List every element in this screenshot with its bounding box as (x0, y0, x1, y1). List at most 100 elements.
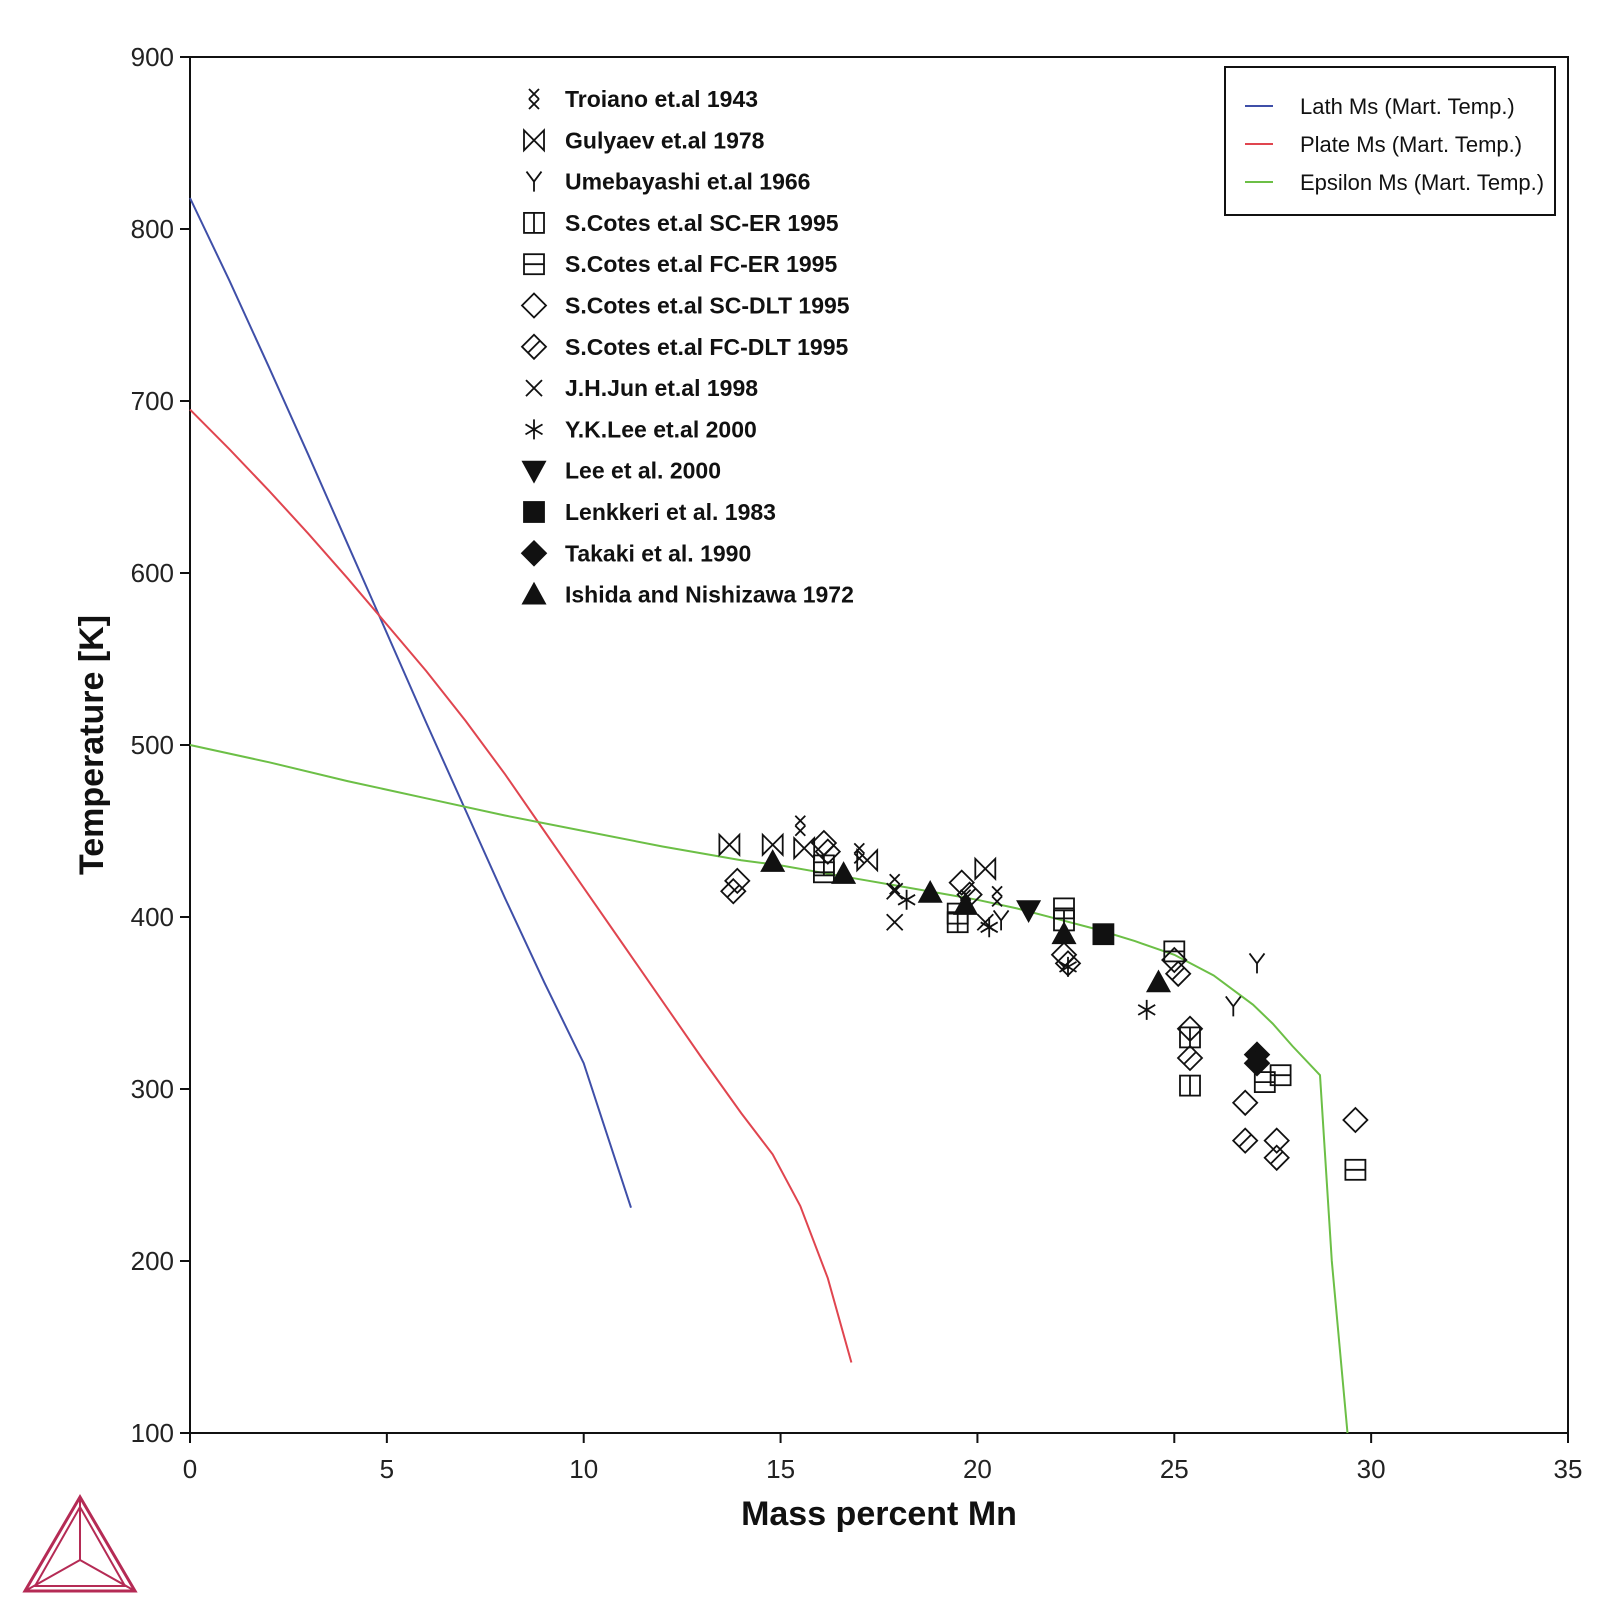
data-legend-marker-square-h (523, 253, 545, 276)
y-tick-label: 200 (131, 1246, 174, 1276)
data-point-square-h (1269, 1064, 1292, 1087)
data-legend-label: Troiano et.al 1943 (565, 86, 758, 112)
y-tick-label: 800 (131, 214, 174, 244)
y-tick-label: 100 (131, 1418, 174, 1448)
data-point-diamond-slash (720, 877, 747, 905)
y-tick-label: 400 (131, 902, 174, 932)
y-tick-label: 300 (131, 1074, 174, 1104)
data-legend-marker-x (525, 379, 543, 397)
data-legend-label: Umebayashi et.al 1966 (565, 169, 810, 195)
data-point-diamond-slash (814, 838, 842, 865)
data-legend-marker-y (525, 171, 543, 192)
line-legend-label: Epsilon Ms (Mart. Temp.) (1300, 170, 1544, 195)
data-point-diamond-filled (1243, 1049, 1271, 1077)
data-point-double-x (853, 842, 865, 865)
data-legend-marker-square-filled (523, 501, 545, 523)
data-point-diamond (1263, 1127, 1290, 1154)
data-point-double-x (991, 885, 1003, 908)
data-point-triangle-up (917, 880, 943, 903)
line-legend-label: Lath Ms (Mart. Temp.) (1300, 94, 1515, 119)
data-legend-label: S.Cotes et.al SC-ER 1995 (565, 210, 839, 236)
data-legend-marker-double-x (528, 88, 540, 110)
data-point-x (886, 913, 904, 931)
data-point-square-h (1053, 897, 1075, 920)
data-legend-label: S.Cotes et.al FC-DLT 1995 (565, 334, 849, 360)
data-point-diamond (724, 867, 751, 895)
x-tick-label: 15 (766, 1454, 795, 1484)
data-point-bowtie (856, 848, 879, 873)
data-legend-label: Gulyaev et.al 1978 (565, 127, 765, 153)
data-point-diamond (1342, 1106, 1369, 1134)
x-tick-label: 10 (569, 1454, 598, 1484)
data-point-double-x (889, 873, 901, 895)
data-point-bowtie (793, 836, 816, 861)
data-legend-label: Takaki et al. 1990 (565, 540, 751, 566)
data-point-diamond (948, 869, 975, 896)
ms-line-1 (189, 408, 853, 1363)
data-point-square-h (1163, 940, 1186, 963)
data-point-square-h (813, 861, 835, 884)
plot-area (189, 56, 1569, 1434)
x-tick-label: 35 (1554, 1454, 1583, 1484)
ms-line-0 (189, 197, 632, 1209)
y-axis: 100 200 300 400 500 600 700 800 900 (131, 42, 190, 1448)
data-point-y (1248, 952, 1266, 974)
data-legend-marker-square-v (523, 211, 545, 234)
x-axis-title: Mass percent Mn (741, 1495, 1017, 1533)
y-tick-label: 700 (131, 386, 174, 416)
line-legend-box (1224, 66, 1556, 216)
y-tick-label: 900 (131, 42, 174, 72)
x-axis: 0 5 10 15 20 25 30 35 (183, 1433, 1583, 1484)
data-point-triangle-down (1016, 900, 1042, 923)
data-point-asterisk (897, 889, 916, 910)
data-legend-marker-asterisk (525, 419, 543, 440)
x-tick-label: 30 (1357, 1454, 1386, 1484)
data-point-diamond-slash (1164, 960, 1192, 988)
data-point-bowtie (718, 832, 741, 857)
ms-lines (189, 197, 1349, 1434)
data-point-triangle-up (953, 892, 979, 915)
x-tick-label: 25 (1160, 1454, 1189, 1484)
data-point-square-filled (1092, 923, 1115, 946)
data-point-asterisk (1059, 956, 1077, 977)
data-point-asterisk (1137, 999, 1156, 1020)
data-legend-label: Ishida and Nishizawa 1972 (565, 582, 854, 608)
data-point-bowtie (974, 856, 997, 881)
data-point-square-h (1344, 1158, 1367, 1181)
data-legend-marker-diamond-filled (520, 540, 548, 567)
data-legend-marker-bowtie (523, 128, 545, 153)
x-tick-label: 20 (963, 1454, 992, 1484)
x-tick-label: 0 (183, 1454, 197, 1484)
data-point-y (1225, 995, 1242, 1017)
data-point-diamond-slash (1231, 1127, 1259, 1154)
data-point-y (992, 909, 1010, 931)
data-point-triangle-up (760, 849, 786, 872)
y-axis-title: Temperature [K] (73, 615, 111, 875)
x-tick-label: 5 (380, 1454, 394, 1484)
data-point-triangle-up (831, 861, 857, 884)
data-point-diamond (1161, 946, 1188, 974)
ms-line-2 (189, 744, 1349, 1434)
data-point-double-x (794, 815, 806, 837)
data-legend-label: Lee et al. 2000 (565, 458, 721, 484)
data-legend-label: J.H.Jun et.al 1998 (565, 375, 758, 401)
data-point-square-v (1179, 1074, 1201, 1097)
y-tick-label: 600 (131, 558, 174, 588)
line-legend-label: Plate Ms (Mart. Temp.) (1300, 132, 1522, 157)
data-legend-marker-triangle-up (521, 581, 547, 605)
data-point-triangle-up (1051, 921, 1077, 945)
data-point-diamond (1231, 1089, 1259, 1117)
data-legend-label: Lenkkeri et al. 1983 (565, 499, 776, 525)
data-point-diamond-slash (1263, 1144, 1290, 1172)
data-legend-marker-triangle-down (521, 460, 547, 484)
experimental-points (718, 815, 1369, 1181)
data-point-diamond-slash (1176, 1044, 1204, 1072)
data-legend-marker-diamond-slash (520, 333, 548, 361)
line-legend: Lath Ms (Mart. Temp.) Plate Ms (Mart. Tem… (1224, 66, 1556, 216)
data-point-triangle-up (1145, 969, 1172, 993)
data-legend-label: S.Cotes et.al FC-ER 1995 (565, 251, 837, 277)
data-legend-marker-diamond (520, 292, 548, 319)
data-legend-label: Y.K.Lee et.al 2000 (565, 416, 757, 442)
